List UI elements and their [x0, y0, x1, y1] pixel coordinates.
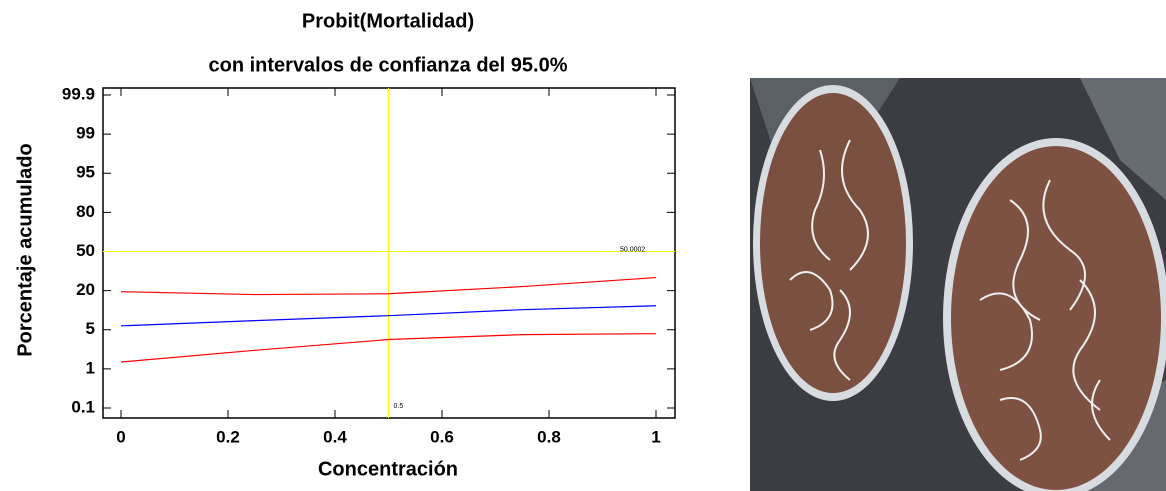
chart-subtitle: con intervalos de confianza del 95.0% — [208, 54, 567, 76]
y-tick-label: 95 — [76, 163, 95, 182]
x-tick-label: 1 — [651, 427, 660, 446]
x-tick-label: 0.4 — [323, 427, 347, 446]
chart-title: Probit(Mortalidad) — [302, 10, 474, 32]
y-tick-label: 20 — [76, 280, 95, 299]
y-tick-label: 5 — [86, 319, 95, 338]
x-tick-label: 0.8 — [537, 427, 561, 446]
y-tick-label: 99 — [76, 124, 95, 143]
y-tick-label: 50 — [76, 241, 95, 260]
y-tick-label: 99.9 — [62, 84, 95, 103]
photo — [750, 78, 1166, 491]
series-line — [120, 333, 657, 363]
series-line — [120, 276, 657, 296]
x-tick-label: 0.6 — [430, 427, 454, 446]
crosshair-label: 0.5 — [394, 403, 404, 410]
x-tick-label: 0.2 — [216, 427, 240, 446]
y-tick-label: 0.1 — [71, 397, 95, 416]
x-axis-label: Concentración — [318, 458, 458, 480]
y-axis-label: Porcentaje acumulado — [14, 143, 36, 356]
x-tick-label: 0 — [116, 427, 125, 446]
crosshair-label: 50.0002 — [620, 246, 645, 253]
y-tick-label: 80 — [76, 202, 95, 221]
y-tick-label: 1 — [86, 358, 95, 377]
series-line — [120, 305, 657, 327]
